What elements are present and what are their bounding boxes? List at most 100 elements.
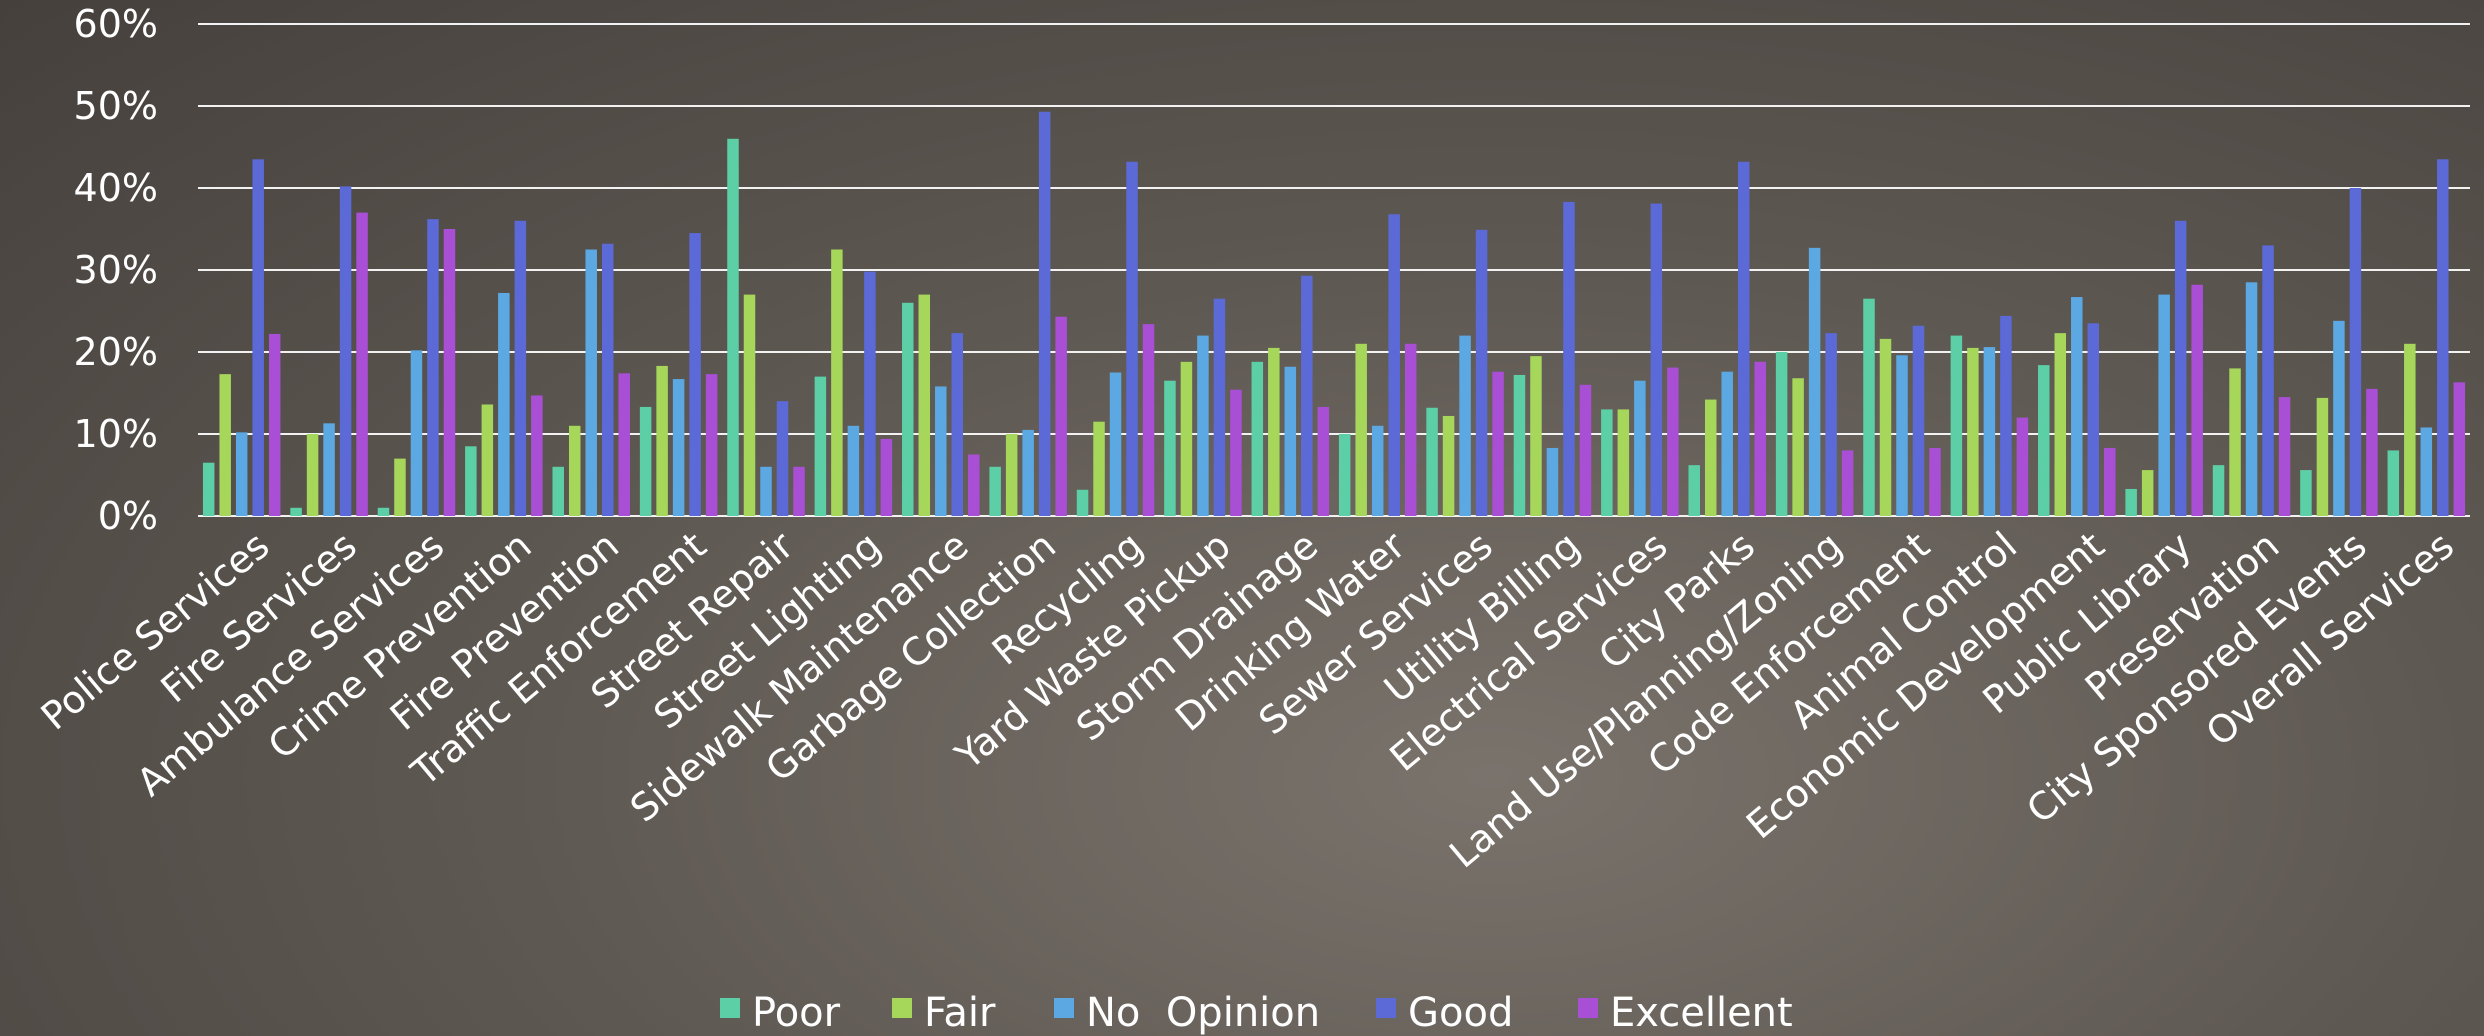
bar-excellent — [2016, 417, 2029, 516]
bar-no-opinion — [1721, 371, 1733, 516]
bar-fair — [1355, 343, 1367, 516]
category-group — [202, 159, 281, 517]
bar-poor — [1863, 298, 1875, 516]
bar-excellent — [531, 395, 543, 516]
bar-fair — [1617, 409, 1630, 516]
legend-swatch — [1376, 998, 1396, 1018]
bar-fair — [481, 404, 494, 516]
category-group — [727, 138, 805, 517]
bar-poor — [1513, 374, 1526, 516]
bar-fair — [306, 434, 319, 516]
category-group — [902, 294, 980, 516]
category-group — [814, 249, 893, 516]
bar-no-opinion — [1983, 347, 1996, 516]
bar-excellent — [1841, 450, 1854, 516]
bar-excellent — [2104, 447, 2116, 516]
bar-good — [1737, 161, 1750, 516]
bar-poor — [377, 507, 390, 516]
bar-poor — [2125, 488, 2137, 516]
bar-good — [1038, 111, 1051, 517]
category-group — [639, 233, 718, 516]
bar-no-opinion — [585, 249, 597, 516]
bar-fair — [394, 458, 406, 516]
category-group — [989, 111, 1067, 517]
bar-no-opinion — [1808, 247, 1821, 517]
bars — [202, 111, 2466, 517]
legend-swatch — [720, 998, 740, 1018]
bar-good — [1301, 275, 1313, 516]
bar-excellent — [1317, 406, 1330, 516]
bar-good — [601, 243, 614, 516]
bar-good — [252, 159, 264, 517]
y-tick-label: 40% — [74, 166, 158, 210]
bar-poor — [1251, 361, 1264, 516]
bar-good — [1650, 203, 1663, 516]
bar-no-opinion — [1022, 429, 1034, 516]
bar-good — [1912, 325, 1925, 516]
bar-fair — [1879, 338, 1892, 516]
bar-poor — [989, 466, 1001, 516]
bar-good — [1563, 201, 1575, 516]
bar-poor — [2212, 465, 2225, 516]
bar-poor — [290, 507, 302, 516]
bar-poor — [1426, 407, 1438, 516]
bar-fair — [918, 294, 931, 516]
legend-label: Poor — [752, 990, 841, 1036]
category-group — [1338, 214, 1417, 517]
bar-fair — [1268, 347, 1280, 516]
bar-fair — [1530, 356, 1542, 516]
bar-excellent — [2278, 397, 2291, 516]
bar-poor — [465, 446, 477, 516]
bar-fair — [1704, 399, 1717, 516]
bar-excellent — [2453, 382, 2466, 516]
bar-fair — [568, 425, 581, 516]
bar-no-opinion — [672, 379, 685, 516]
legend-swatch — [892, 998, 912, 1018]
y-tick-label: 30% — [74, 248, 158, 292]
y-tick-label: 10% — [74, 412, 158, 456]
bar-no-opinion — [1546, 447, 1559, 516]
y-tick-label: 20% — [74, 330, 158, 374]
bar-poor — [1775, 352, 1788, 516]
bar-good — [689, 233, 701, 516]
bar-excellent — [356, 212, 368, 516]
category-group — [1164, 298, 1242, 516]
bar-excellent — [968, 454, 980, 516]
bar-no-opinion — [1896, 355, 1908, 516]
bar-good — [2262, 245, 2274, 516]
bar-no-opinion — [847, 425, 860, 516]
bar-no-opinion — [1109, 372, 1122, 516]
bar-no-opinion — [2158, 294, 2170, 516]
bar-poor — [2038, 365, 2050, 516]
bar-fair — [2404, 343, 2416, 516]
category-group — [2212, 245, 2291, 516]
bar-excellent — [1230, 389, 1242, 516]
bar-no-opinion — [1459, 335, 1471, 516]
category-group — [2387, 159, 2466, 517]
legend-swatch — [1578, 998, 1598, 1018]
bar-fair — [2054, 333, 2067, 516]
category-group — [1688, 161, 1766, 516]
bar-no-opinion — [760, 466, 772, 516]
bar-fair — [1442, 415, 1455, 516]
y-axis-ticks: 0% 10% 20% 30% 40% 50% 60% — [74, 2, 158, 538]
bar-poor — [727, 138, 739, 517]
category-group — [377, 219, 456, 516]
bar-poor — [1164, 380, 1176, 516]
bar-good — [1825, 333, 1837, 516]
bar-excellent — [1142, 324, 1155, 516]
bar-good — [427, 219, 439, 516]
bar-fair — [2141, 470, 2154, 516]
bar-poor — [1338, 434, 1351, 516]
bar-poor — [2387, 450, 2400, 516]
bar-excellent — [793, 466, 805, 516]
bar-no-opinion — [1284, 366, 1297, 516]
category-group — [1950, 315, 2029, 516]
bar-excellent — [2366, 388, 2378, 516]
category-group — [1426, 229, 1504, 516]
bar-excellent — [618, 373, 630, 516]
bar-no-opinion — [2420, 427, 2433, 516]
bar-good — [339, 186, 352, 517]
